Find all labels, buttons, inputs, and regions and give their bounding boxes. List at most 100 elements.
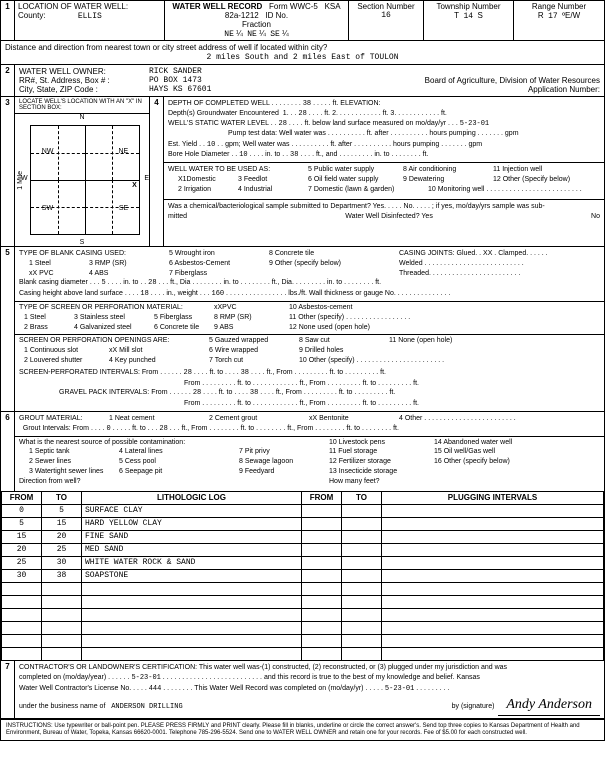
- table-row: [2, 621, 604, 634]
- table-row: 2530WHITE WATER ROCK & SAND: [2, 556, 604, 569]
- sec4-num: 4: [150, 97, 164, 246]
- perf-title: SCREEN OR PERFORATION OPENINGS ARE:: [19, 336, 209, 346]
- static-date: 5-23-01: [460, 120, 489, 128]
- bcd-label: Blank casing diameter: [19, 279, 88, 286]
- table-row: [2, 582, 604, 595]
- form-title: WATER WELL RECORD: [172, 2, 262, 11]
- sec2-num: 2: [1, 65, 15, 96]
- sec2-row: 2 WATER WELL OWNER: RICK SANDER RR#, St.…: [1, 65, 604, 97]
- sec6-row: 6 GROUT MATERIAL:1 Neat cement2 Cement g…: [1, 412, 604, 491]
- table-row: 1520FINE SAND: [2, 530, 604, 543]
- elev-label: ft. ELEVATION:: [333, 100, 381, 107]
- addr-label: RR#, St. Address, Box # :: [19, 76, 149, 85]
- log-to2-header: TO: [342, 491, 382, 504]
- gi-from: 0: [107, 425, 111, 433]
- bcd-value: 5: [102, 279, 106, 287]
- bore-label: Bore Hole Diameter: [168, 151, 229, 158]
- location-label: LOCATION OF WATER WELL:: [18, 2, 128, 11]
- range-cell: Range Number R 17 ºE/W: [514, 1, 604, 40]
- contam-label: What is the nearest source of possible c…: [19, 438, 239, 448]
- lic-date: 5-23-01: [385, 685, 414, 693]
- sec7-row: 7 CONTRACTOR'S OR LANDOWNER'S CERTIFICAT…: [1, 661, 604, 719]
- sec3-4-row: 3 LOCATE WELL'S LOCATION WITH AN "X" IN …: [1, 97, 604, 247]
- static-label: WELL'S STATIC WATER LEVEL: [168, 120, 269, 127]
- distance-label: Distance and direction from nearest town…: [5, 43, 327, 52]
- spi-to: 38: [241, 369, 249, 377]
- log-from-header: FROM: [2, 491, 42, 504]
- range-value: 17: [548, 12, 558, 21]
- sec5-row: 5 TYPE OF BLANK CASING USED:5 Wrought ir…: [1, 247, 604, 412]
- section-label: Section Number: [352, 2, 420, 11]
- ne-label: NE: [118, 148, 128, 155]
- e-label: E: [144, 175, 149, 182]
- yield-label: Est. Yield: [168, 141, 197, 148]
- section-cell: Section Number 16: [349, 1, 424, 40]
- signature: Andy Anderson: [498, 694, 600, 716]
- sec3-title: LOCATE WELL'S LOCATION WITH AN "X" IN SE…: [15, 97, 149, 114]
- dir-label: Direction from well?: [19, 477, 329, 487]
- addr-value: PO BOX 1473: [149, 76, 329, 85]
- compass-n: N: [15, 114, 149, 121]
- table-row: [2, 647, 604, 660]
- fraction-block: Fraction NE ¼ NE ¼ SE ¼: [224, 20, 288, 39]
- sec4-body: DEPTH OF COMPLETED WELL . . . . . . . . …: [164, 97, 604, 246]
- sec3-body: LOCATE WELL'S LOCATION WITH AN "X" IN SE…: [15, 97, 150, 246]
- header-row: 1 LOCATION OF WATER WELL: County: ELLIS …: [1, 1, 604, 41]
- by-label: by (signature): [452, 702, 495, 713]
- gi-label: Grout Intervals: From: [23, 425, 89, 432]
- gw-label: Depth(s) Groundwater Encountered: [168, 110, 279, 117]
- app-label: Application Number:: [329, 85, 600, 94]
- table-row: [2, 608, 604, 621]
- frac2: NE: [247, 30, 257, 39]
- section-value: 16: [352, 11, 420, 20]
- sec3-num: 3: [1, 97, 15, 246]
- id-label: ID No.: [265, 11, 288, 20]
- township-value: 14: [463, 12, 473, 21]
- bcd-to-value: 28: [148, 279, 156, 287]
- form-container: 1 LOCATION OF WATER WELL: County: ELLIS …: [0, 0, 605, 741]
- depth-value: 38: [303, 100, 311, 108]
- log-to-header: TO: [42, 491, 82, 504]
- owner-title: WATER WELL OWNER:: [19, 67, 149, 76]
- bus-name: ANDERSON DRILLING: [111, 702, 182, 713]
- table-row: 3038SOAPSTONE: [2, 569, 604, 582]
- grout-title: GROUT MATERIAL:: [19, 414, 109, 424]
- sec6-body: GROUT MATERIAL:1 Neat cement2 Cement gro…: [15, 412, 604, 491]
- sec6-num: 6: [1, 412, 15, 491]
- sec5-num: 5: [1, 247, 15, 411]
- log-plug-header: PLUGGING INTERVALS: [382, 491, 604, 504]
- bore-value: 10: [239, 151, 247, 159]
- log-lith-header: LITHOLOGIC LOG: [82, 491, 302, 504]
- range-label: Range Number: [517, 2, 601, 11]
- gw1-value: 28: [298, 110, 306, 118]
- comp-label: completed on (mo/day/year): [19, 674, 106, 681]
- board-label: Board of Agriculture, Division of Water …: [329, 76, 600, 85]
- compass-s: S: [15, 239, 149, 246]
- comp-date: 5-23-01: [131, 674, 160, 682]
- section-box-diagram: NW NE SW SE W E X: [30, 125, 140, 235]
- sec7-num: 7: [1, 661, 15, 719]
- table-row: 2025MED SAND: [2, 543, 604, 556]
- lithologic-log-table: FROM TO LITHOLOGIC LOG FROM TO PLUGGING …: [1, 491, 604, 661]
- lic-label: Water Well Contractor's License No.: [19, 685, 131, 692]
- sw-label: SW: [42, 205, 53, 212]
- pump-label: Pump test data: Well water was: [228, 130, 326, 137]
- se-label: SE: [119, 205, 128, 212]
- city-value: HAYS KS 67601: [149, 85, 329, 94]
- sec1-num: 1: [1, 1, 15, 40]
- gpi-to: 38: [250, 389, 258, 397]
- feet-label: How many feet?: [329, 477, 380, 487]
- chal-value: 18: [140, 290, 148, 298]
- township-cell: Township Number T 14 S: [424, 1, 514, 40]
- county-label: County:: [18, 11, 46, 20]
- gpi-from: 28: [193, 389, 201, 397]
- table-row: 05SURFACE CLAY: [2, 504, 604, 517]
- table-row: [2, 634, 604, 647]
- city-label: City, State, ZIP Code :: [19, 85, 149, 94]
- casing-title: TYPE OF BLANK CASING USED:: [19, 249, 169, 259]
- log-from2-header: FROM: [302, 491, 342, 504]
- gi-to: 28: [159, 425, 167, 433]
- spi-label: SCREEN-PERFORATED INTERVALS: From: [19, 369, 158, 376]
- owner-name: RICK SANDER: [149, 67, 329, 76]
- instructions: INSTRUCTIONS: Use typewriter or ball-poi…: [1, 718, 604, 740]
